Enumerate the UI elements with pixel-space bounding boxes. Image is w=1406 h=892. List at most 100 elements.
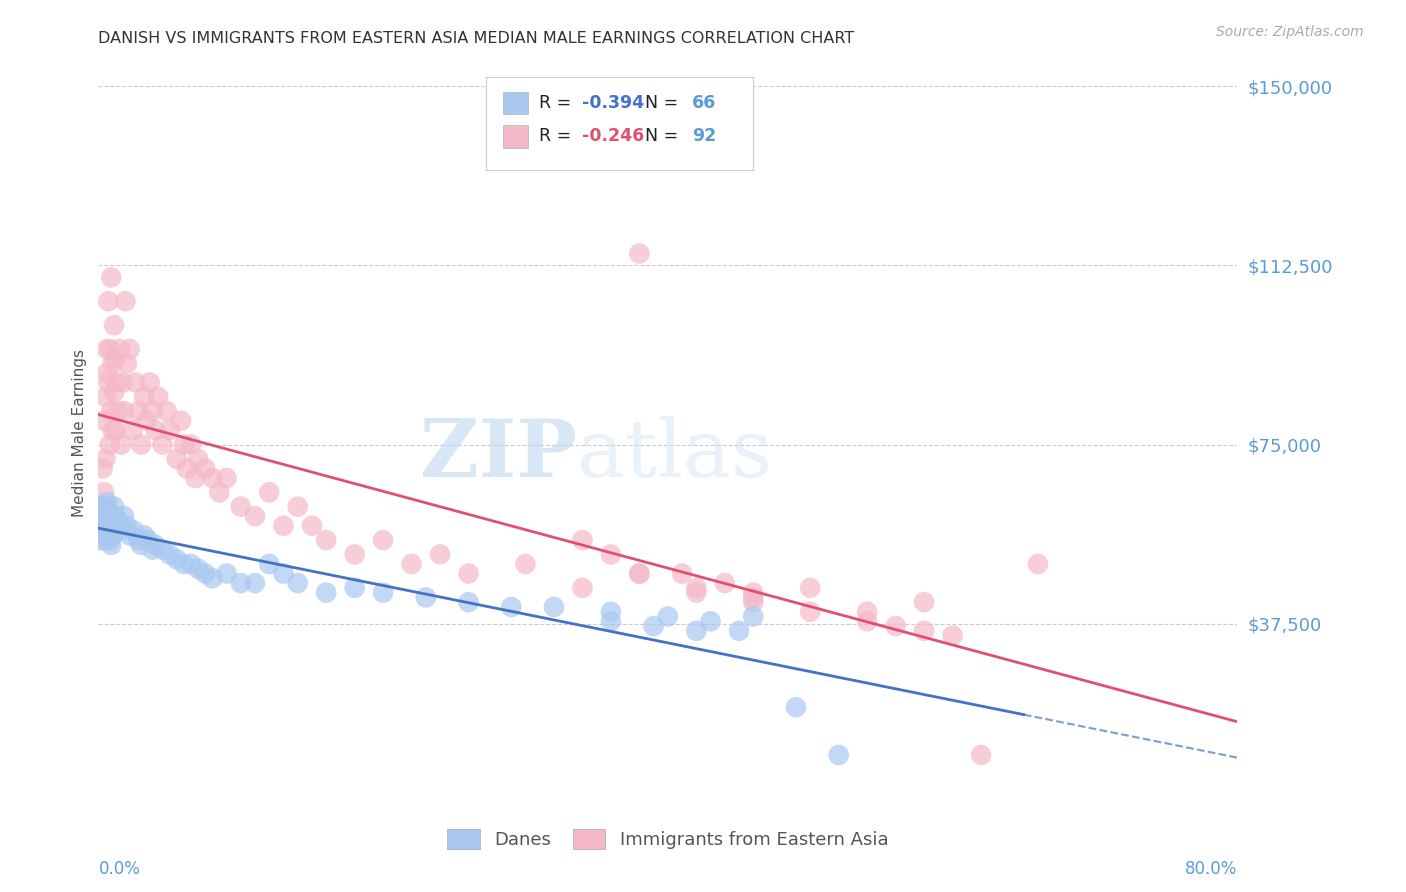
Text: atlas: atlas [576,416,772,494]
Point [103,384,125,399]
Text: 80.0%: 80.0% [1185,860,1237,878]
Point [114,294,136,309]
Point [152,437,174,451]
Point [685,585,707,599]
Legend: Danes, Immigrants from Eastern Asia: Danes, Immigrants from Eastern Asia [440,822,896,856]
Point [184,471,207,485]
Point [141,542,163,557]
Point [127,533,149,547]
Point [107,514,129,528]
FancyBboxPatch shape [503,126,527,147]
Point [122,524,145,538]
Point [129,538,152,552]
FancyBboxPatch shape [503,92,527,114]
Point [785,700,807,714]
Text: Source: ZipAtlas.com: Source: ZipAtlas.com [1216,25,1364,39]
Point [799,605,821,619]
Point [166,552,188,566]
Point [148,390,170,404]
Point [201,571,224,585]
Point [152,542,174,557]
Point [121,423,143,437]
Text: ZIP: ZIP [420,416,576,494]
Point [103,500,125,514]
Point [101,509,124,524]
Point [96,366,118,380]
Point [728,624,751,638]
Point [108,342,131,356]
Text: -0.246: -0.246 [582,128,645,145]
Point [415,591,437,605]
Point [671,566,693,581]
Point [105,376,128,390]
Point [343,581,366,595]
Text: N =: N = [634,95,683,112]
Point [97,504,120,518]
Point [176,461,198,475]
Point [141,404,163,418]
Point [118,528,141,542]
Point [93,524,115,538]
Point [111,376,134,390]
Point [96,342,118,356]
Point [166,451,188,466]
Point [714,576,737,591]
Point [194,566,217,581]
Point [942,629,965,643]
Point [628,566,651,581]
Point [173,437,195,451]
Point [600,615,623,629]
Point [429,548,451,562]
Point [685,624,707,638]
Text: -0.394: -0.394 [582,95,644,112]
Point [115,356,138,370]
Point [104,509,127,524]
Point [699,615,721,629]
Point [94,528,117,542]
Point [115,518,138,533]
Point [138,376,160,390]
Point [100,270,122,285]
Point [571,533,593,547]
Point [132,528,155,542]
Point [105,518,128,533]
Point [799,581,821,595]
Point [600,548,623,562]
Point [828,747,851,762]
Text: 0.0%: 0.0% [98,860,141,878]
Text: R =: R = [538,128,576,145]
Point [103,518,125,533]
Point [112,404,135,418]
Point [912,624,935,638]
Text: N =: N = [634,128,683,145]
Point [287,500,309,514]
Point [93,414,115,428]
Point [89,518,111,533]
Point [628,566,651,581]
Point [127,404,149,418]
Y-axis label: Median Male Earnings: Median Male Earnings [72,349,87,516]
Point [856,605,879,619]
Point [229,576,252,591]
Point [742,591,765,605]
Point [90,509,112,524]
Point [273,566,295,581]
Point [118,342,141,356]
Point [259,485,281,500]
Point [91,461,114,475]
Point [457,595,479,609]
Point [100,404,122,418]
Point [643,619,665,633]
Point [156,404,179,418]
Point [243,509,266,524]
Point [96,495,118,509]
Point [628,246,651,260]
Point [90,533,112,547]
FancyBboxPatch shape [485,78,754,169]
Point [124,376,146,390]
Point [101,528,124,542]
Point [145,538,167,552]
Point [136,533,159,547]
Point [94,451,117,466]
Point [170,414,193,428]
